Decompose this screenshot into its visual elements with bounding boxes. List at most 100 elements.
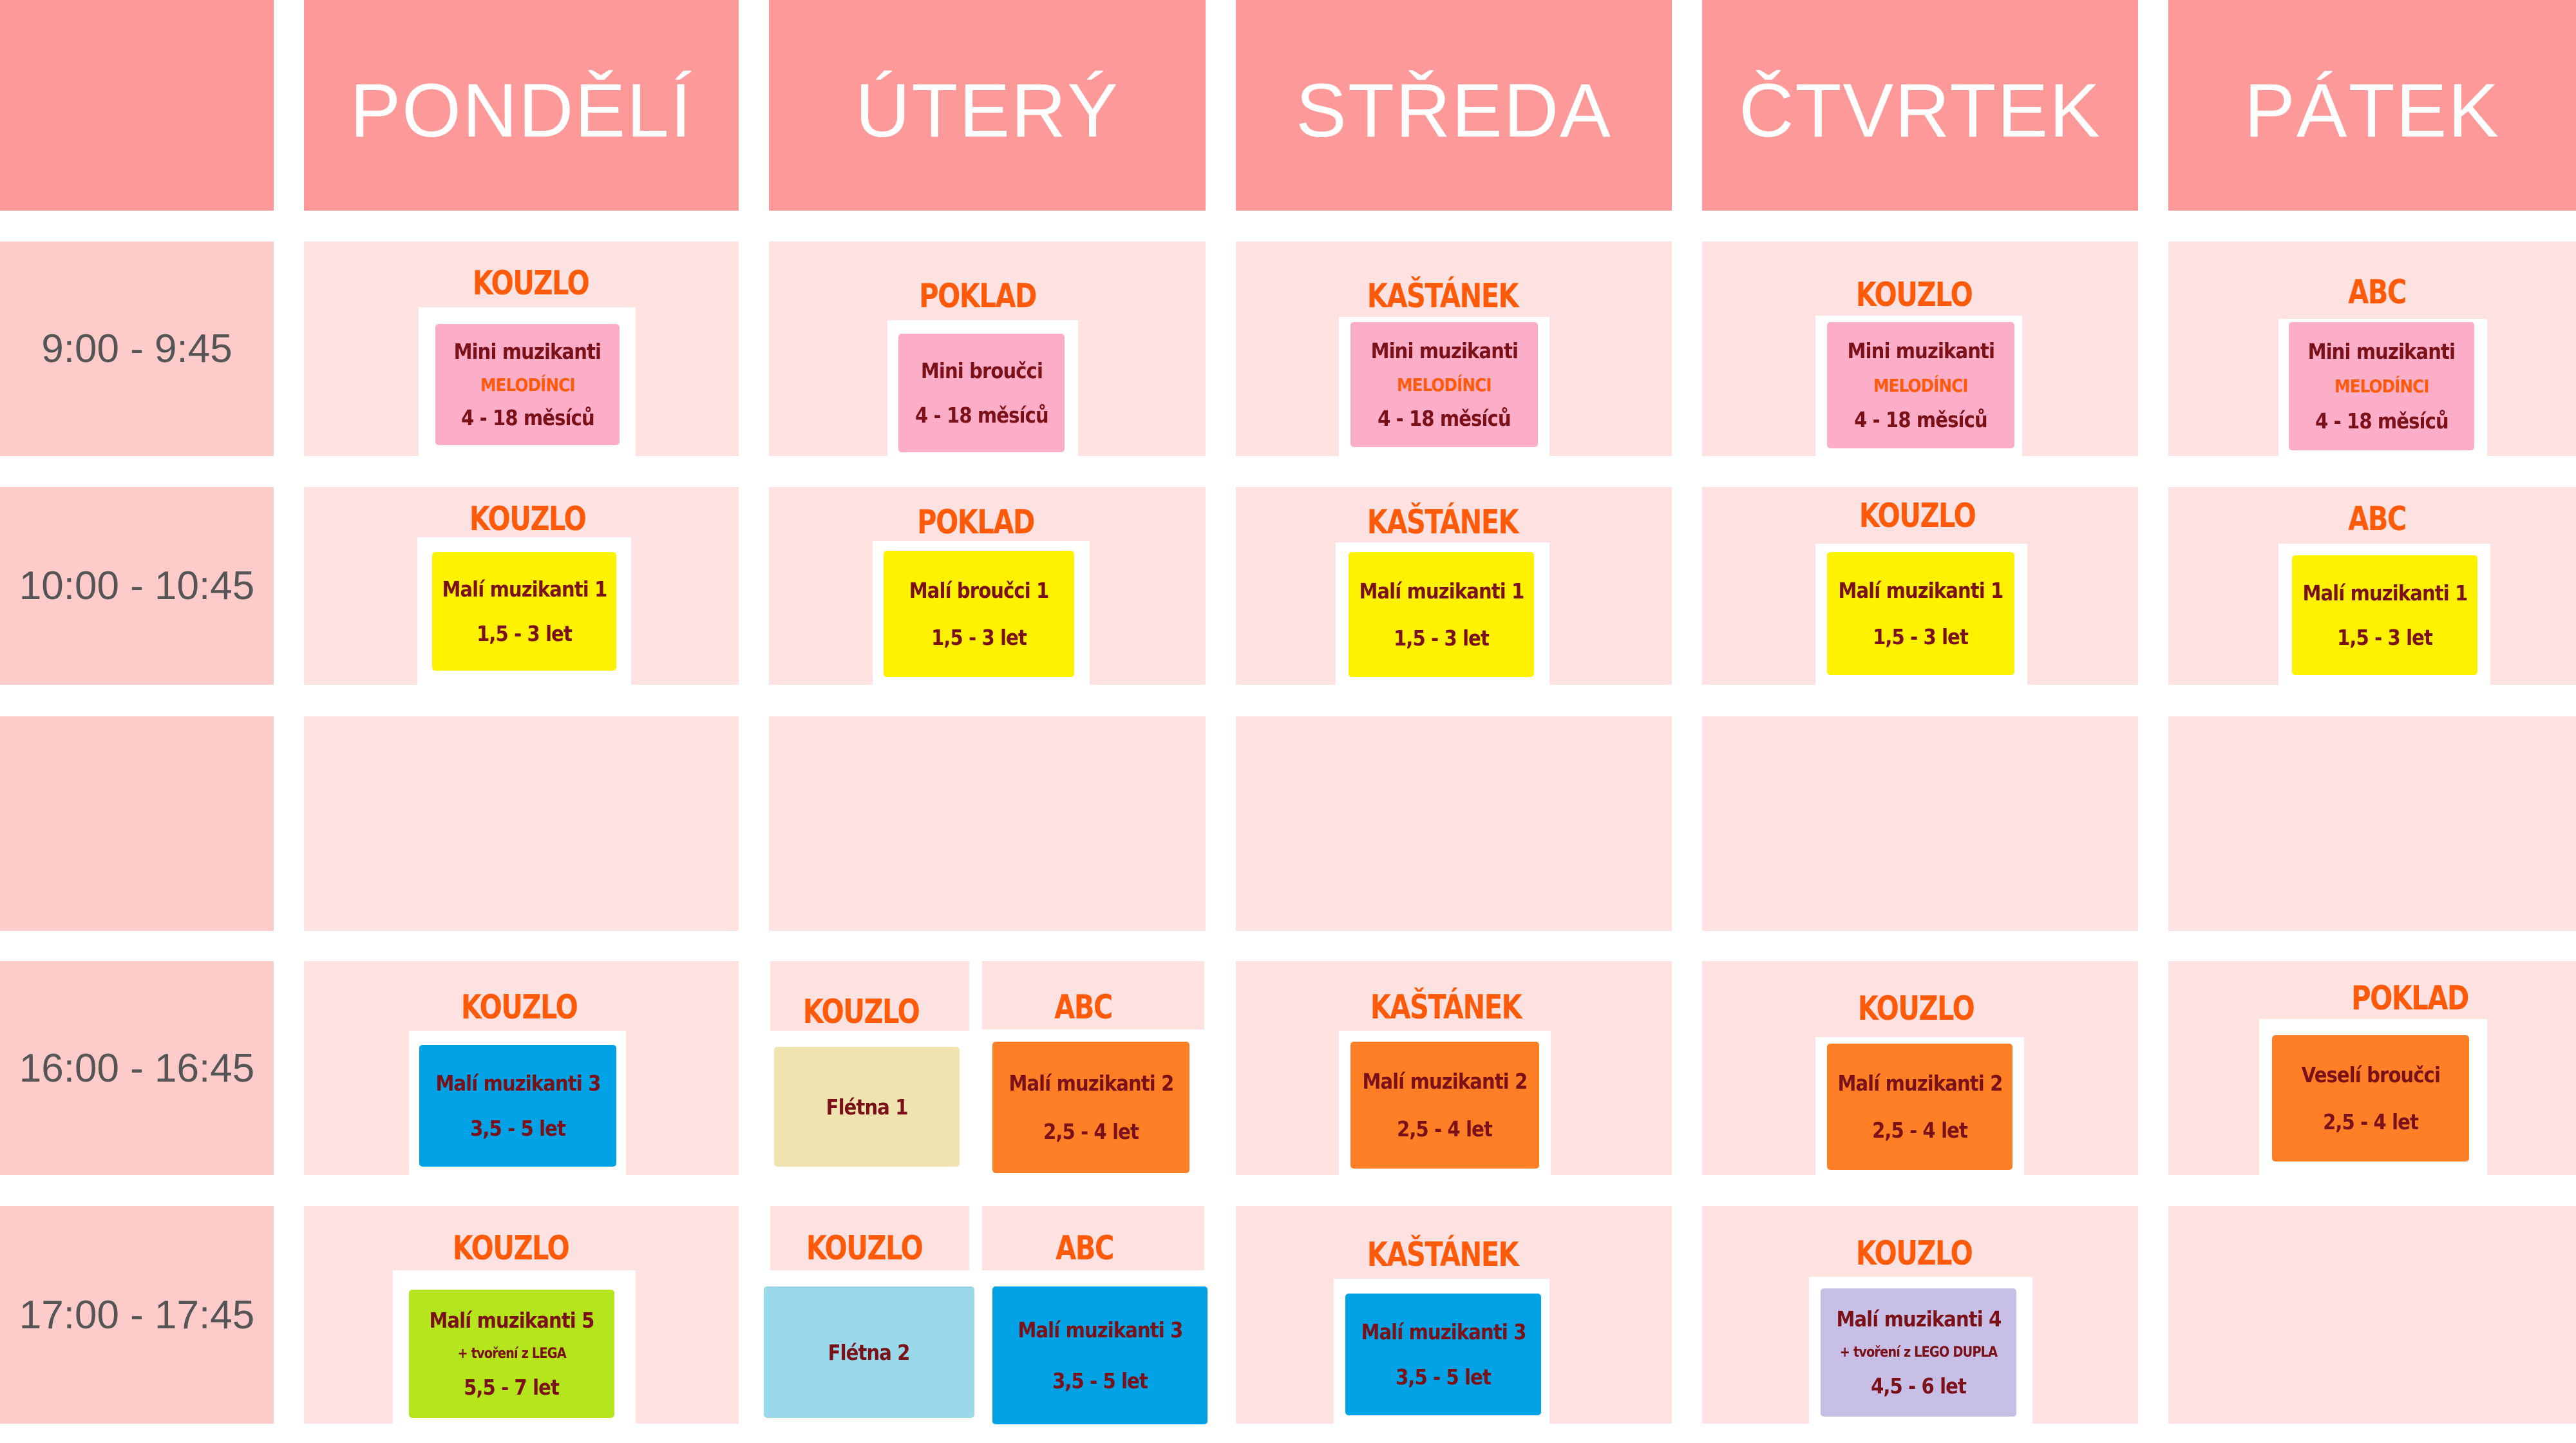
class-age: 1,5 - 3 let [2337, 625, 2433, 651]
class-card-tue-r1[interactable]: Mini broučci 4 - 18 měsíců [898, 334, 1065, 452]
organizer-label: KOUZLO [802, 993, 920, 1031]
class-age: 4 - 18 měsíců [460, 405, 595, 430]
class-card-thu-r5[interactable]: Malí muzikanti 4 + tvoření z LEGO DUPLA … [1821, 1288, 2016, 1417]
class-age: 2,5 - 4 let [1043, 1119, 1139, 1145]
class-age: 4 - 18 měsíců [2315, 408, 2449, 434]
class-extra: + tvoření z LEGO DUPLA [1839, 1344, 1998, 1361]
day-header-tuesday: ÚTERÝ [769, 0, 1206, 211]
organizer-label: KOUZLO [472, 264, 590, 303]
class-card-wed-r1[interactable]: Mini muzikanti MELODÍNCI 4 - 18 měsíců [1350, 322, 1538, 447]
class-card-tue-r5-a[interactable]: Flétna 2 [764, 1286, 974, 1418]
day-header-friday: PÁTEK [2168, 0, 2576, 211]
class-title: Malí muzikanti 2 [1362, 1069, 1528, 1094]
slot-tue-r4-a-label [770, 961, 969, 1031]
organizer-label: KOUZLO [1855, 276, 1973, 314]
class-card-thu-r2[interactable]: Malí muzikanti 1 1,5 - 3 let [1827, 552, 2014, 675]
class-card-mon-r1[interactable]: Mini muzikanti MELODÍNCI 4 - 18 měsíců [435, 324, 620, 445]
organizer-label: KAŠTÁNEK [1367, 1236, 1519, 1274]
class-title: Malí muzikanti 1 [2302, 580, 2468, 606]
day-header-wednesday: STŘEDA [1236, 0, 1672, 211]
organizer-label: KOUZLO [806, 1229, 923, 1268]
class-subtitle: MELODÍNCI [1873, 374, 1969, 396]
class-title: Malí muzikanti 1 [1359, 578, 1524, 604]
class-card-tue-r4-a[interactable]: Flétna 1 [774, 1047, 960, 1167]
class-age: 3,5 - 5 let [1396, 1364, 1492, 1390]
class-card-thu-r4[interactable]: Malí muzikanti 2 2,5 - 4 let [1827, 1044, 2012, 1170]
day-label: ÚTERÝ [855, 68, 1119, 153]
class-card-fri-r1[interactable]: Mini muzikanti MELODÍNCI 4 - 18 měsíců [2289, 322, 2474, 450]
slot-tue-r4-b-label [982, 961, 1204, 1029]
class-age: 1,5 - 3 let [1873, 624, 1969, 649]
class-age: 4,5 - 6 let [1871, 1373, 1967, 1399]
class-title: Mini muzikanti [453, 339, 601, 365]
class-age: 1,5 - 3 let [931, 625, 1027, 650]
organizer-label: KAŠTÁNEK [1367, 503, 1519, 542]
class-age: 5,5 - 7 let [464, 1375, 560, 1400]
class-age: 2,5 - 4 let [2323, 1109, 2419, 1134]
organizer-label: ABC [1054, 988, 1113, 1027]
slot-thu-r3 [1702, 716, 2138, 931]
class-title: Malí muzikanti 5 [429, 1308, 595, 1333]
slot-fri-r3 [2168, 716, 2576, 931]
class-title: Malí muzikanti 4 [1836, 1306, 2002, 1332]
class-subtitle: MELODÍNCI [1397, 374, 1492, 396]
class-subtitle: MELODÍNCI [480, 374, 576, 396]
class-card-mon-r2[interactable]: Malí muzikanti 1 1,5 - 3 let [432, 552, 616, 671]
class-card-tue-r5-b[interactable]: Malí muzikanti 3 3,5 - 5 let [992, 1286, 1208, 1424]
organizer-label: ABC [2348, 500, 2407, 539]
class-card-wed-r2[interactable]: Malí muzikanti 1 1,5 - 3 let [1349, 552, 1534, 677]
slot-tue-r3 [769, 716, 1206, 931]
day-label: PONDĚLÍ [350, 68, 693, 153]
class-title: Malí muzikanti 3 [435, 1070, 601, 1096]
class-subtitle: MELODÍNCI [2334, 376, 2430, 397]
organizer-label: POKLAD [2351, 979, 2469, 1018]
time-slot-2: 10:00 - 10:45 [0, 487, 274, 685]
corner-header [0, 0, 274, 211]
class-title: Mini muzikanti [2307, 339, 2456, 364]
time-slot-5: 17:00 - 17:45 [0, 1206, 274, 1424]
class-card-mon-r5[interactable]: Malí muzikanti 5 + tvoření z LEGA 5,5 - … [409, 1290, 614, 1418]
slot-mon-r3 [304, 716, 739, 931]
organizer-label: KOUZLO [1857, 989, 1975, 1028]
slot-fri-r5 [2168, 1206, 2576, 1424]
class-age: 3,5 - 5 let [1052, 1368, 1148, 1393]
day-header-thursday: ČTVRTEK [1702, 0, 2138, 211]
class-title: Mini muzikanti [1847, 338, 1994, 364]
class-card-fri-r4[interactable]: Veselí broučci 2,5 - 4 let [2272, 1035, 2469, 1161]
class-title: Flétna 1 [826, 1094, 909, 1120]
class-title: Mini muzikanti [1370, 338, 1518, 363]
time-slot-3 [0, 716, 274, 931]
class-card-tue-r4-b[interactable]: Malí muzikanti 2 2,5 - 4 let [992, 1042, 1189, 1173]
class-card-tue-r2[interactable]: Malí broučci 1 1,5 - 3 let [884, 551, 1074, 677]
day-label: ČTVRTEK [1739, 68, 2101, 153]
class-age: 4 - 18 měsíců [1378, 406, 1511, 432]
class-card-mon-r4[interactable]: Malí muzikanti 3 3,5 - 5 let [419, 1045, 616, 1167]
class-card-wed-r4[interactable]: Malí muzikanti 2 2,5 - 4 let [1350, 1042, 1539, 1169]
class-title: Veselí broučci [2301, 1062, 2440, 1087]
organizer-label: KOUZLO [460, 988, 578, 1027]
class-title: Malí muzikanti 3 [1018, 1317, 1183, 1343]
class-card-wed-r5[interactable]: Malí muzikanti 3 3,5 - 5 let [1345, 1294, 1541, 1415]
organizer-label: POKLAD [917, 503, 1035, 542]
class-age: 2,5 - 4 let [1872, 1118, 1968, 1143]
class-card-fri-r2[interactable]: Malí muzikanti 1 1,5 - 3 let [2292, 555, 2477, 675]
class-extra: + tvoření z LEGA [457, 1346, 566, 1362]
class-age: 1,5 - 3 let [1394, 625, 1490, 651]
time-slot-4: 16:00 - 16:45 [0, 961, 274, 1175]
class-age: 4 - 18 měsíců [914, 403, 1049, 428]
class-age: 2,5 - 4 let [1397, 1116, 1493, 1142]
class-card-thu-r1[interactable]: Mini muzikanti MELODÍNCI 4 - 18 měsíců [1827, 322, 2014, 448]
day-label: STŘEDA [1296, 68, 1612, 153]
organizer-label: KOUZLO [1855, 1234, 1973, 1273]
organizer-label: KAŠTÁNEK [1367, 277, 1519, 316]
class-title: Mini broučci [920, 358, 1043, 383]
organizer-label: KOUZLO [452, 1229, 570, 1268]
class-age: 3,5 - 5 let [470, 1116, 566, 1142]
slot-tue-r5-b-label [982, 1206, 1204, 1270]
day-label: PÁTEK [2244, 68, 2500, 153]
class-title: Malí muzikanti 1 [1838, 578, 2004, 604]
organizer-label: KAŠTÁNEK [1370, 988, 1522, 1027]
class-title: Malí muzikanti 2 [1837, 1071, 2003, 1096]
class-age: 1,5 - 3 let [477, 621, 573, 646]
class-title: Malí broučci 1 [909, 578, 1050, 603]
